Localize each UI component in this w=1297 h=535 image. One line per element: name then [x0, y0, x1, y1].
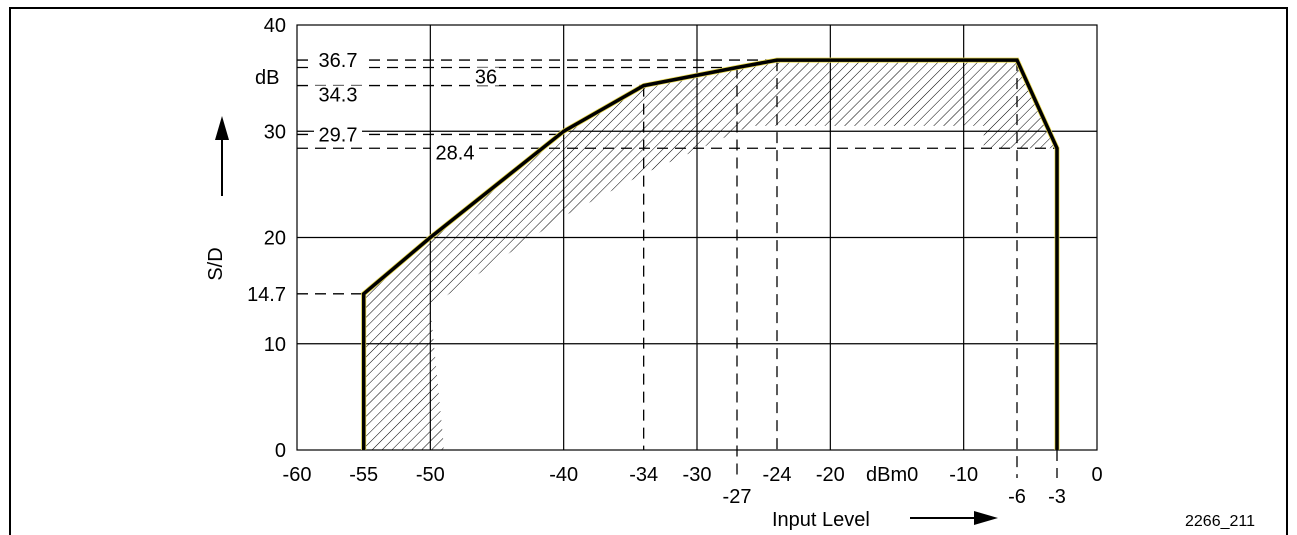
x-axis-arrow [910, 511, 998, 525]
ref-level-label: 34.3 [319, 85, 358, 107]
ref-level-label: 36 [475, 67, 497, 89]
hatch-area [363, 60, 1057, 450]
ref-label-bg [431, 143, 479, 162]
x-unit-label: dBm0 [866, 464, 918, 486]
x-tick-label: -3 [1048, 486, 1066, 508]
y-unit-label: dB [255, 67, 279, 89]
x-tick-label: -60 [283, 464, 312, 486]
x-tick-label: -24 [763, 464, 792, 486]
x-tick-label: -55 [349, 464, 378, 486]
x-tick-label: -20 [816, 464, 845, 486]
ref-level-label: 29.7 [319, 124, 358, 146]
y-tick-label: 14.7 [247, 284, 286, 306]
y-tick-labels: 0 10 14.7 20 30 40 [247, 15, 286, 462]
y-axis-title: S/D [205, 247, 227, 280]
ref-label-bg [314, 85, 362, 104]
reference-labels: 36.7 36 34.3 29.7 28.4 [314, 50, 499, 164]
ref-label-bg [473, 67, 499, 86]
ref-label-bg [314, 51, 362, 70]
y-tick-label: 20 [264, 228, 286, 250]
x-axis-title: Input Level [772, 509, 870, 531]
curve-line [361, 58, 1059, 450]
hatched-tolerance-region [363, 60, 1057, 450]
y-tick-label: 40 [264, 15, 286, 37]
x-tick-label: -6 [1008, 486, 1026, 508]
y-tick-label: 30 [264, 121, 286, 143]
ref-label-bg [314, 125, 362, 144]
x-tick-label: -30 [683, 464, 712, 486]
figure-id: 2266_211 [1185, 513, 1255, 530]
y-tick-label: 0 [275, 440, 286, 462]
x-tick-label: -40 [549, 464, 578, 486]
x-tick-label: -27 [723, 486, 752, 508]
x-tick-label: 0 [1091, 464, 1102, 486]
x-tick-labels: -60 -55 -50 -40 -34 -30-27-24 -20 -10-6 -30 [283, 464, 1103, 508]
x-tick-label: -50 [416, 464, 445, 486]
ref-level-label: 36.7 [319, 50, 358, 72]
x-tick-label: -34 [629, 464, 658, 486]
y-axis-arrow [215, 116, 229, 196]
y-tick-label: 10 [264, 334, 286, 356]
ref-level-label: 28.4 [436, 142, 475, 164]
x-tick-label: -10 [949, 464, 978, 486]
sd-curve [361, 57, 1060, 450]
figure-frame [9, 7, 1288, 535]
